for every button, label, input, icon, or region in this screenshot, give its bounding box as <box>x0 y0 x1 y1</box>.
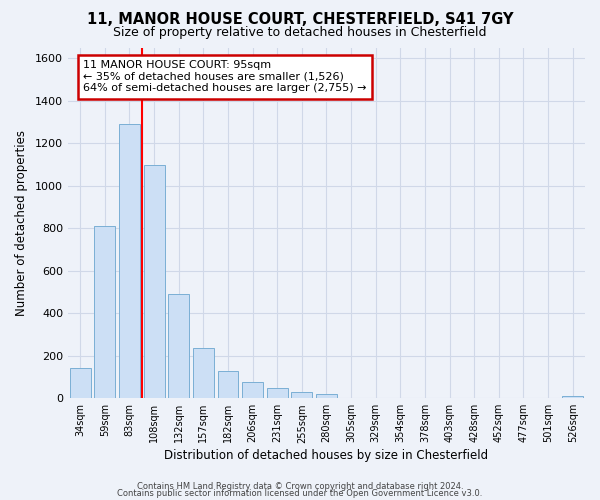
Bar <box>292 392 313 398</box>
Bar <box>70 368 91 398</box>
Bar <box>218 370 238 398</box>
Text: Contains public sector information licensed under the Open Government Licence v3: Contains public sector information licen… <box>118 490 482 498</box>
Bar <box>267 388 287 398</box>
Text: 11 MANOR HOUSE COURT: 95sqm
← 35% of detached houses are smaller (1,526)
64% of : 11 MANOR HOUSE COURT: 95sqm ← 35% of det… <box>83 60 367 94</box>
Bar <box>562 396 583 398</box>
Text: Size of property relative to detached houses in Chesterfield: Size of property relative to detached ho… <box>113 26 487 39</box>
Text: 11, MANOR HOUSE COURT, CHESTERFIELD, S41 7GY: 11, MANOR HOUSE COURT, CHESTERFIELD, S41… <box>87 12 513 28</box>
Text: Contains HM Land Registry data © Crown copyright and database right 2024.: Contains HM Land Registry data © Crown c… <box>137 482 463 491</box>
Y-axis label: Number of detached properties: Number of detached properties <box>15 130 28 316</box>
Bar <box>242 382 263 398</box>
Bar <box>94 226 115 398</box>
Bar <box>119 124 140 398</box>
Bar <box>168 294 189 398</box>
Bar <box>143 166 164 398</box>
X-axis label: Distribution of detached houses by size in Chesterfield: Distribution of detached houses by size … <box>164 450 488 462</box>
Bar <box>316 394 337 398</box>
Bar <box>193 348 214 398</box>
